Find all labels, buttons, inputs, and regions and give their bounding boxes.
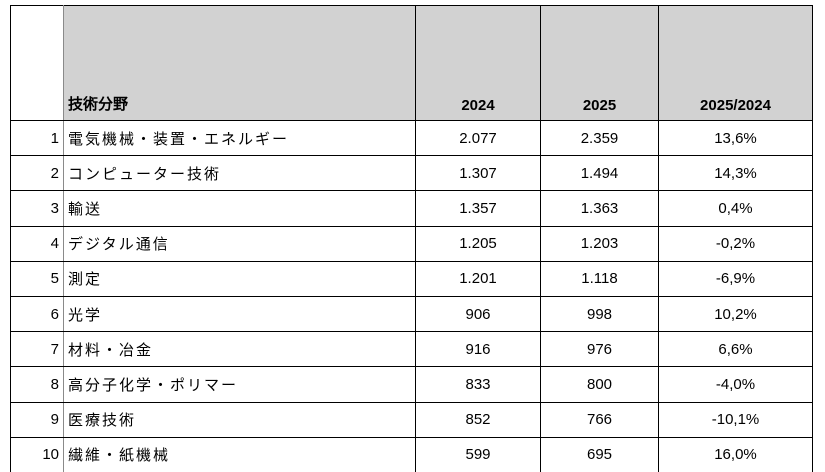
value-2025-cell: 1.363: [540, 190, 659, 227]
header-cell-ratio: 2025/2024: [658, 5, 813, 121]
ratio-cell: 14,3%: [658, 155, 813, 192]
table-row: 8 高分子化学・ポリマー 833 800 -4,0%: [10, 366, 813, 403]
category-cell: デジタル通信: [63, 225, 416, 262]
table-row: 5 測定 1.201 1.118 -6,9%: [10, 260, 813, 297]
value-2025-cell: 1.494: [540, 155, 659, 192]
rank-cell: 3: [10, 190, 64, 227]
ratio-cell: 10,2%: [658, 295, 813, 333]
category-cell: 電気機械・装置・エネルギー: [63, 119, 416, 157]
category-cell: 輸送: [63, 190, 416, 227]
ratio-cell: 16,0%: [658, 436, 813, 472]
category-cell: 繊維・紙機械: [63, 436, 416, 472]
value-2024-cell: 599: [415, 436, 541, 472]
technology-fields-table: 技術分野 2024 2025 2025/2024 1 電気機械・装置・エネルギー…: [10, 5, 813, 472]
value-2024-cell: 1.205: [415, 225, 541, 262]
ratio-cell: -10,1%: [658, 401, 813, 438]
value-2024-cell: 916: [415, 331, 541, 368]
table-row: 7 材料・冶金 916 976 6,6%: [10, 331, 813, 368]
value-2025-cell: 998: [540, 295, 659, 333]
value-2024-cell: 2.077: [415, 119, 541, 157]
category-cell: 医療技術: [63, 401, 416, 438]
value-2025-cell: 766: [540, 401, 659, 438]
header-cell-2024: 2024: [415, 5, 541, 121]
header-cell-2025: 2025: [540, 5, 659, 121]
rank-cell: 8: [10, 366, 64, 403]
ratio-cell: 0,4%: [658, 190, 813, 227]
category-cell: 高分子化学・ポリマー: [63, 366, 416, 403]
value-2024-cell: 1.201: [415, 260, 541, 297]
value-2025-cell: 976: [540, 331, 659, 368]
value-2024-cell: 852: [415, 401, 541, 438]
rank-cell: 5: [10, 260, 64, 297]
rank-cell: 6: [10, 295, 64, 333]
rank-cell: 1: [10, 119, 64, 157]
table-row: 10 繊維・紙機械 599 695 16,0%: [10, 436, 813, 472]
table-row: 9 医療技術 852 766 -10,1%: [10, 401, 813, 438]
value-2024-cell: 833: [415, 366, 541, 403]
category-cell: 材料・冶金: [63, 331, 416, 368]
category-cell: 測定: [63, 260, 416, 297]
rank-cell: 7: [10, 331, 64, 368]
table-row: 3 輸送 1.357 1.363 0,4%: [10, 190, 813, 227]
value-2025-cell: 1.118: [540, 260, 659, 297]
value-2024-cell: 1.357: [415, 190, 541, 227]
header-cell-rank: [10, 5, 64, 121]
header-row: 技術分野 2024 2025 2025/2024: [10, 5, 813, 121]
table-row: 4 デジタル通信 1.205 1.203 -0,2%: [10, 225, 813, 262]
header-cell-category: 技術分野: [63, 5, 416, 121]
table-row: 6 光学 906 998 10,2%: [10, 295, 813, 333]
ratio-cell: -6,9%: [658, 260, 813, 297]
rank-cell: 9: [10, 401, 64, 438]
value-2025-cell: 800: [540, 366, 659, 403]
rank-cell: 10: [10, 436, 64, 472]
ratio-cell: -0,2%: [658, 225, 813, 262]
ratio-cell: -4,0%: [658, 366, 813, 403]
value-2025-cell: 695: [540, 436, 659, 472]
rank-cell: 4: [10, 225, 64, 262]
category-cell: コンピューター技術: [63, 155, 416, 192]
ratio-cell: 6,6%: [658, 331, 813, 368]
rank-cell: 2: [10, 155, 64, 192]
ratio-cell: 13,6%: [658, 119, 813, 157]
value-2024-cell: 1.307: [415, 155, 541, 192]
table-row: 2 コンピューター技術 1.307 1.494 14,3%: [10, 155, 813, 192]
value-2024-cell: 906: [415, 295, 541, 333]
value-2025-cell: 2.359: [540, 119, 659, 157]
category-cell: 光学: [63, 295, 416, 333]
table-row: 1 電気機械・装置・エネルギー 2.077 2.359 13,6%: [10, 119, 813, 157]
value-2025-cell: 1.203: [540, 225, 659, 262]
